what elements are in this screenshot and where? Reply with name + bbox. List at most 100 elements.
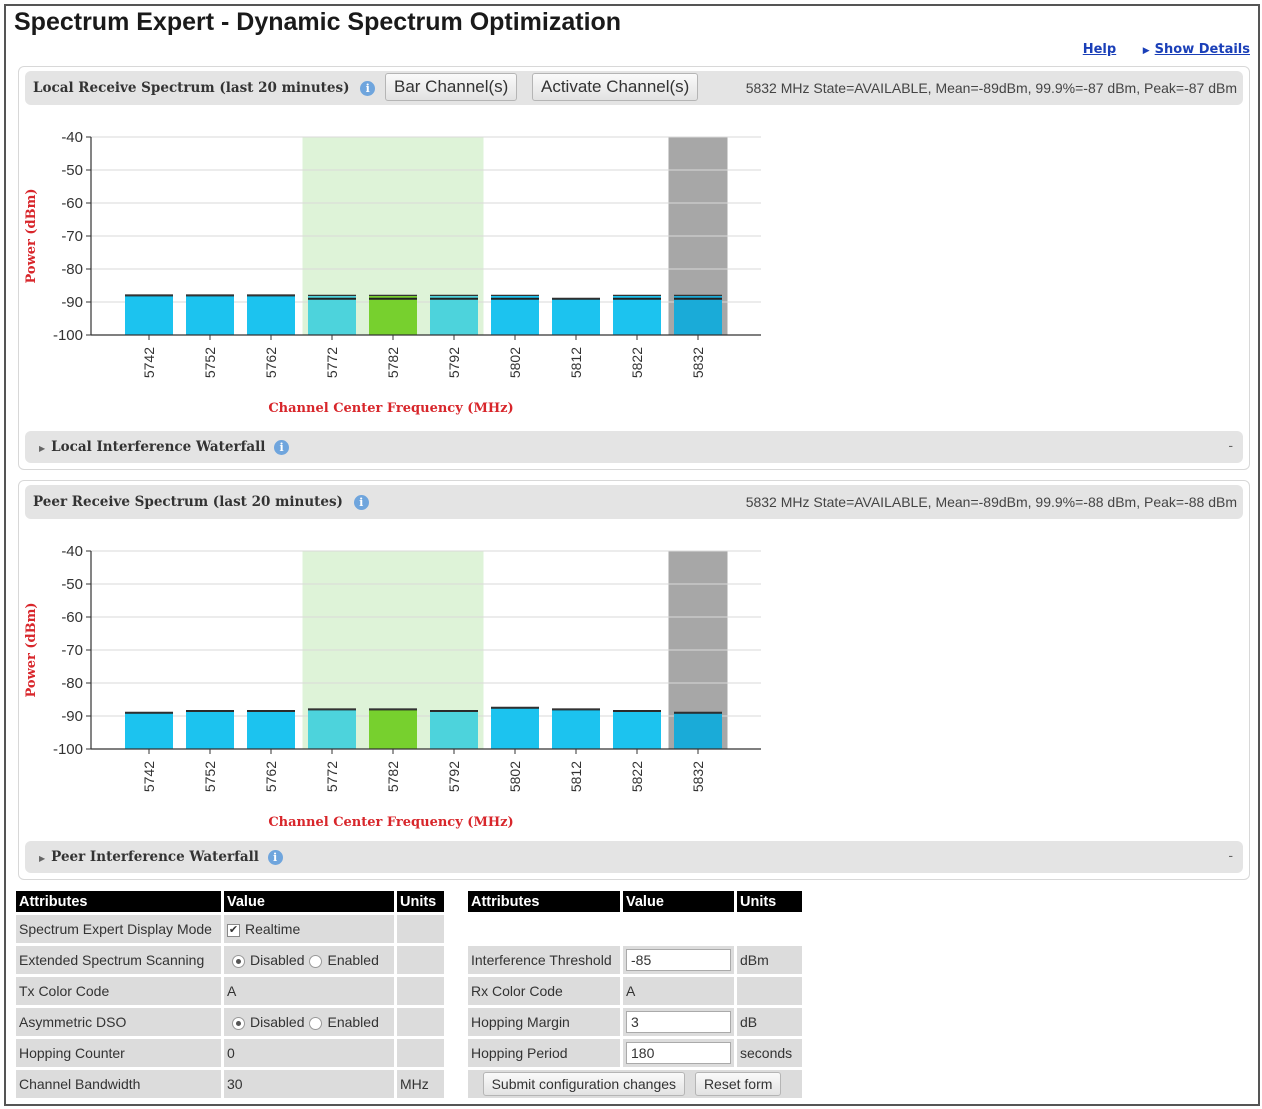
- realtime-label: Realtime: [245, 921, 301, 937]
- asymmetric-dso-disabled-radio[interactable]: [232, 1016, 245, 1030]
- table-row: Spectrum Expert Display Mode ✔ Realtime: [16, 915, 444, 943]
- activate-channels-button[interactable]: Activate Channel(s): [532, 73, 699, 101]
- bar-channels-button[interactable]: Bar Channel(s): [385, 73, 518, 101]
- x-tick-label: 5792: [446, 347, 462, 378]
- table-row: Rx Color Code A: [468, 977, 802, 1005]
- channel-bandwidth-label: Channel Bandwidth: [16, 1070, 221, 1098]
- x-tick-label: 5772: [324, 761, 340, 792]
- y-tick-label: -50: [61, 576, 83, 593]
- peer-spectrum-panel: Peer Receive Spectrum (last 20 minutes) …: [18, 480, 1250, 880]
- extended-scanning-enabled-radio[interactable]: [309, 954, 323, 968]
- y-tick-label: -40: [61, 543, 83, 560]
- y-axis-label: Power (dBm): [24, 602, 39, 697]
- attributes-header: Attributes: [16, 891, 221, 912]
- x-tick-label: 5792: [446, 761, 462, 792]
- info-icon[interactable]: i: [353, 495, 369, 510]
- table-row: Tx Color Code A: [16, 977, 444, 1005]
- table-row: Extended Spectrum Scanning Disabled Enabl…: [16, 946, 444, 974]
- units-cell: [397, 977, 444, 1005]
- collapse-icon[interactable]: -: [1228, 437, 1233, 453]
- interference-threshold-input[interactable]: [626, 949, 731, 971]
- table-row: Hopping Margin dB: [468, 1008, 802, 1036]
- empty-cell: [623, 915, 734, 943]
- spectrum-bar: [247, 295, 295, 335]
- page-title: Spectrum Expert - Dynamic Spectrum Optim…: [14, 8, 622, 36]
- x-tick-label: 5762: [263, 347, 279, 378]
- spectrum-bar: [613, 711, 661, 749]
- x-tick-label: 5822: [629, 347, 645, 378]
- y-tick-label: -60: [61, 195, 83, 212]
- value-header: Value: [623, 891, 734, 912]
- hopping-margin-cell: [623, 1008, 734, 1036]
- local-waterfall-toggle[interactable]: ▶ Local Interference Waterfall i -: [25, 431, 1243, 463]
- x-tick-label: 5802: [507, 347, 523, 378]
- local-state-text: 5832 MHz State=AVAILABLE, Mean=-89dBm, 9…: [745, 80, 1237, 96]
- hopping-margin-unit: dB: [737, 1008, 802, 1036]
- help-link[interactable]: Help: [1082, 42, 1117, 57]
- table-row: Asymmetric DSO Disabled Enabled: [16, 1008, 444, 1036]
- reset-form-button[interactable]: Reset form: [694, 1072, 782, 1096]
- display-mode-label: Spectrum Expert Display Mode: [16, 915, 221, 943]
- channel-bandwidth-value: 30: [224, 1070, 394, 1098]
- empty-cell: [737, 915, 802, 943]
- x-tick-label: 5742: [141, 347, 157, 378]
- extended-scanning-cell: Disabled Enabled: [224, 946, 394, 974]
- attributes-table-right: Attributes Value Units Interference Thre…: [465, 888, 805, 1101]
- y-tick-label: -80: [61, 675, 83, 692]
- units-cell: [737, 977, 802, 1005]
- peer-spectrum-title-text: Peer Receive Spectrum (last 20 minutes): [33, 494, 343, 510]
- info-icon[interactable]: i: [267, 850, 283, 865]
- triangle-right-icon: ▶: [1142, 46, 1150, 56]
- x-tick-label: 5762: [263, 761, 279, 792]
- info-icon[interactable]: i: [360, 81, 376, 96]
- triangle-right-icon: ▶: [39, 853, 46, 863]
- table-header-row: Attributes Value Units: [468, 891, 802, 912]
- hopping-period-input[interactable]: [626, 1042, 731, 1064]
- spectrum-bar: [491, 295, 539, 335]
- submit-configuration-button[interactable]: Submit configuration changes: [482, 1072, 686, 1096]
- x-tick-label: 5822: [629, 761, 645, 792]
- asymmetric-dso-cell: Disabled Enabled: [224, 1008, 394, 1036]
- hopping-counter-label: Hopping Counter: [16, 1039, 221, 1067]
- show-details-link[interactable]: Show Details: [1154, 42, 1250, 57]
- spectrum-bar: [613, 295, 661, 335]
- hopping-period-unit: seconds: [737, 1039, 802, 1067]
- spectrum-bar: [125, 712, 173, 749]
- units-cell: [397, 915, 444, 943]
- spectrum-bar: [247, 711, 295, 749]
- x-tick-label: 5752: [202, 761, 218, 792]
- realtime-checkbox[interactable]: ✔: [227, 923, 240, 937]
- y-tick-label: -80: [61, 261, 83, 278]
- x-tick-label: 5802: [507, 761, 523, 792]
- info-icon[interactable]: i: [274, 440, 290, 455]
- y-tick-label: -100: [53, 327, 83, 344]
- local-spectrum-header: Local Receive Spectrum (last 20 minutes)…: [25, 71, 1243, 105]
- y-axis-label: Power (dBm): [24, 188, 39, 283]
- hopping-period-label: Hopping Period: [468, 1039, 620, 1067]
- x-tick-label: 5752: [202, 347, 218, 378]
- x-tick-label: 5782: [385, 347, 401, 378]
- spectrum-bar: [491, 707, 539, 749]
- peer-waterfall-toggle[interactable]: ▶ Peer Interference Waterfall i -: [25, 841, 1243, 873]
- hopping-margin-input[interactable]: [626, 1011, 731, 1033]
- collapse-icon[interactable]: -: [1228, 847, 1233, 863]
- table-row: Channel Bandwidth 30 MHz: [16, 1070, 444, 1098]
- enabled-label: Enabled: [327, 1014, 379, 1030]
- asymmetric-dso-enabled-radio[interactable]: [309, 1016, 323, 1030]
- y-tick-label: -70: [61, 228, 83, 245]
- spectrum-bar: [674, 295, 722, 335]
- peer-waterfall-label: ▶ Peer Interference Waterfall i: [39, 849, 283, 865]
- spectrum-bar: [552, 709, 600, 749]
- units-cell: [397, 946, 444, 974]
- tx-color-value: A: [224, 977, 394, 1005]
- form-buttons-cell: Submit configuration changes Reset form: [468, 1070, 802, 1098]
- units-cell: [397, 1008, 444, 1036]
- disabled-label: Disabled: [250, 952, 305, 968]
- extended-scanning-disabled-radio[interactable]: [232, 954, 245, 968]
- spectrum-bar: [674, 712, 722, 749]
- y-tick-label: -50: [61, 162, 83, 179]
- x-axis-label: Channel Center Frequency (MHz): [268, 401, 513, 416]
- table-row: Hopping Counter 0: [16, 1039, 444, 1067]
- x-tick-label: 5782: [385, 761, 401, 792]
- y-tick-label: -100: [53, 741, 83, 758]
